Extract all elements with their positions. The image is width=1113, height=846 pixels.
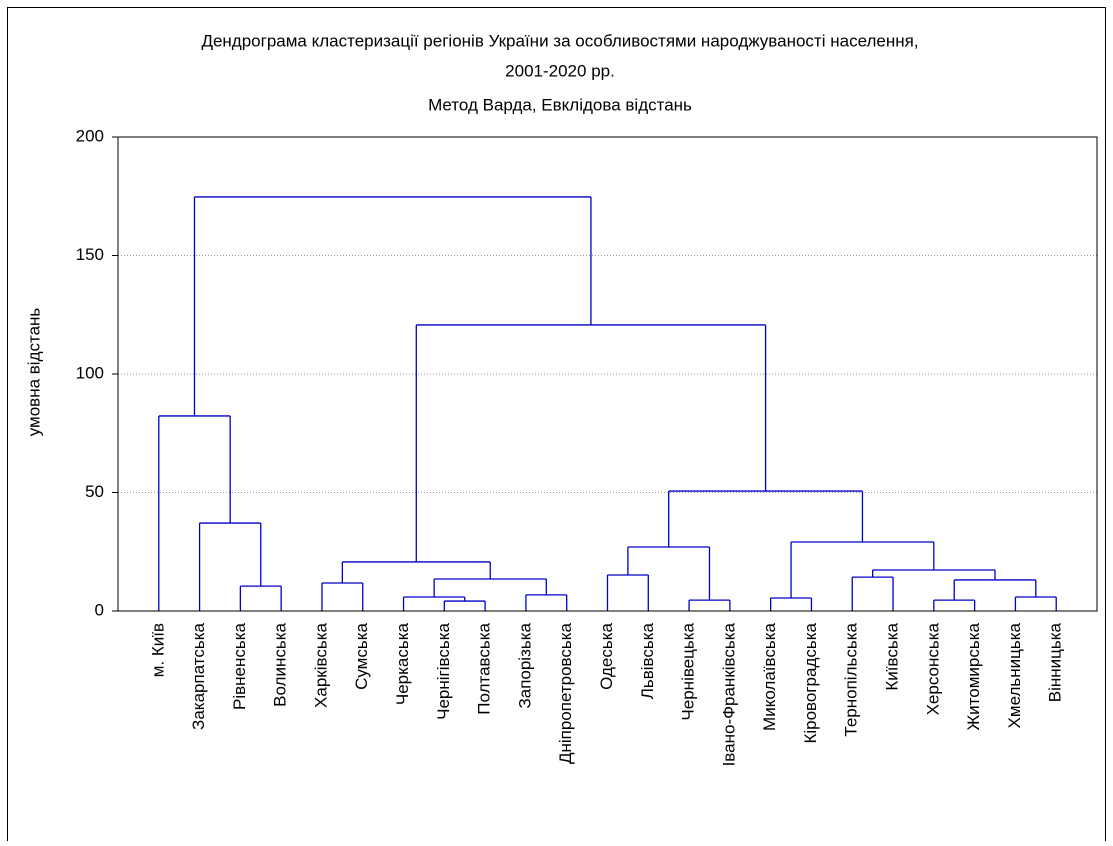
chart-subtitle: Метод Варда, Евклідова відстань (428, 95, 692, 114)
leaf-label: Чернівецька (679, 622, 698, 720)
leaf-label: Тернопільська (842, 622, 861, 736)
frame (7, 7, 1106, 846)
leaf-label: Запорізька (515, 622, 534, 708)
leaf-label: Львівська (638, 622, 657, 699)
chart-title: Дендрограма кластеризації регіонів Украї… (201, 31, 918, 50)
y-tick-label: 150 (76, 245, 104, 264)
leaf-label: м. Київ (148, 623, 167, 677)
leaf-label: Херсонська (923, 622, 942, 715)
y-axis-label: умовна відстань (24, 308, 43, 437)
leaf-label: Рівненська (230, 622, 249, 710)
y-tick-label: 0 (95, 600, 104, 619)
leaf-label: Харківська (311, 622, 330, 707)
leaf-label: Миколаївська (760, 622, 779, 730)
y-tick-label: 50 (85, 482, 104, 501)
chart-title-line2: 2001-2020 рр. (505, 61, 615, 80)
leaf-label: Чернігівська (434, 622, 453, 719)
leaf-label: Одеська (597, 622, 616, 689)
leaf-label: Сумська (352, 622, 371, 689)
merge-link (193, 196, 592, 416)
leaf-label: Волинська (271, 622, 290, 706)
leaf-label: Дніпропетровська (556, 622, 575, 764)
leaf-label: Хмельницька (1005, 622, 1024, 728)
leaf-label: Черкаська (393, 622, 412, 705)
leaf-label: Закарпатська (189, 622, 208, 729)
leaf-label: Івано-Франківська (719, 622, 738, 766)
leaf-label: Вінницька (1046, 622, 1065, 702)
leaf-label: Кіровоградська (801, 622, 820, 743)
y-tick-label: 100 (76, 363, 104, 382)
y-tick-label: 200 (76, 126, 104, 145)
leaf-label: Житомирська (964, 622, 983, 730)
leaf-label: Полтавська (475, 622, 494, 714)
plot-frame (117, 136, 1098, 612)
leaf-label: Київська (883, 622, 902, 690)
